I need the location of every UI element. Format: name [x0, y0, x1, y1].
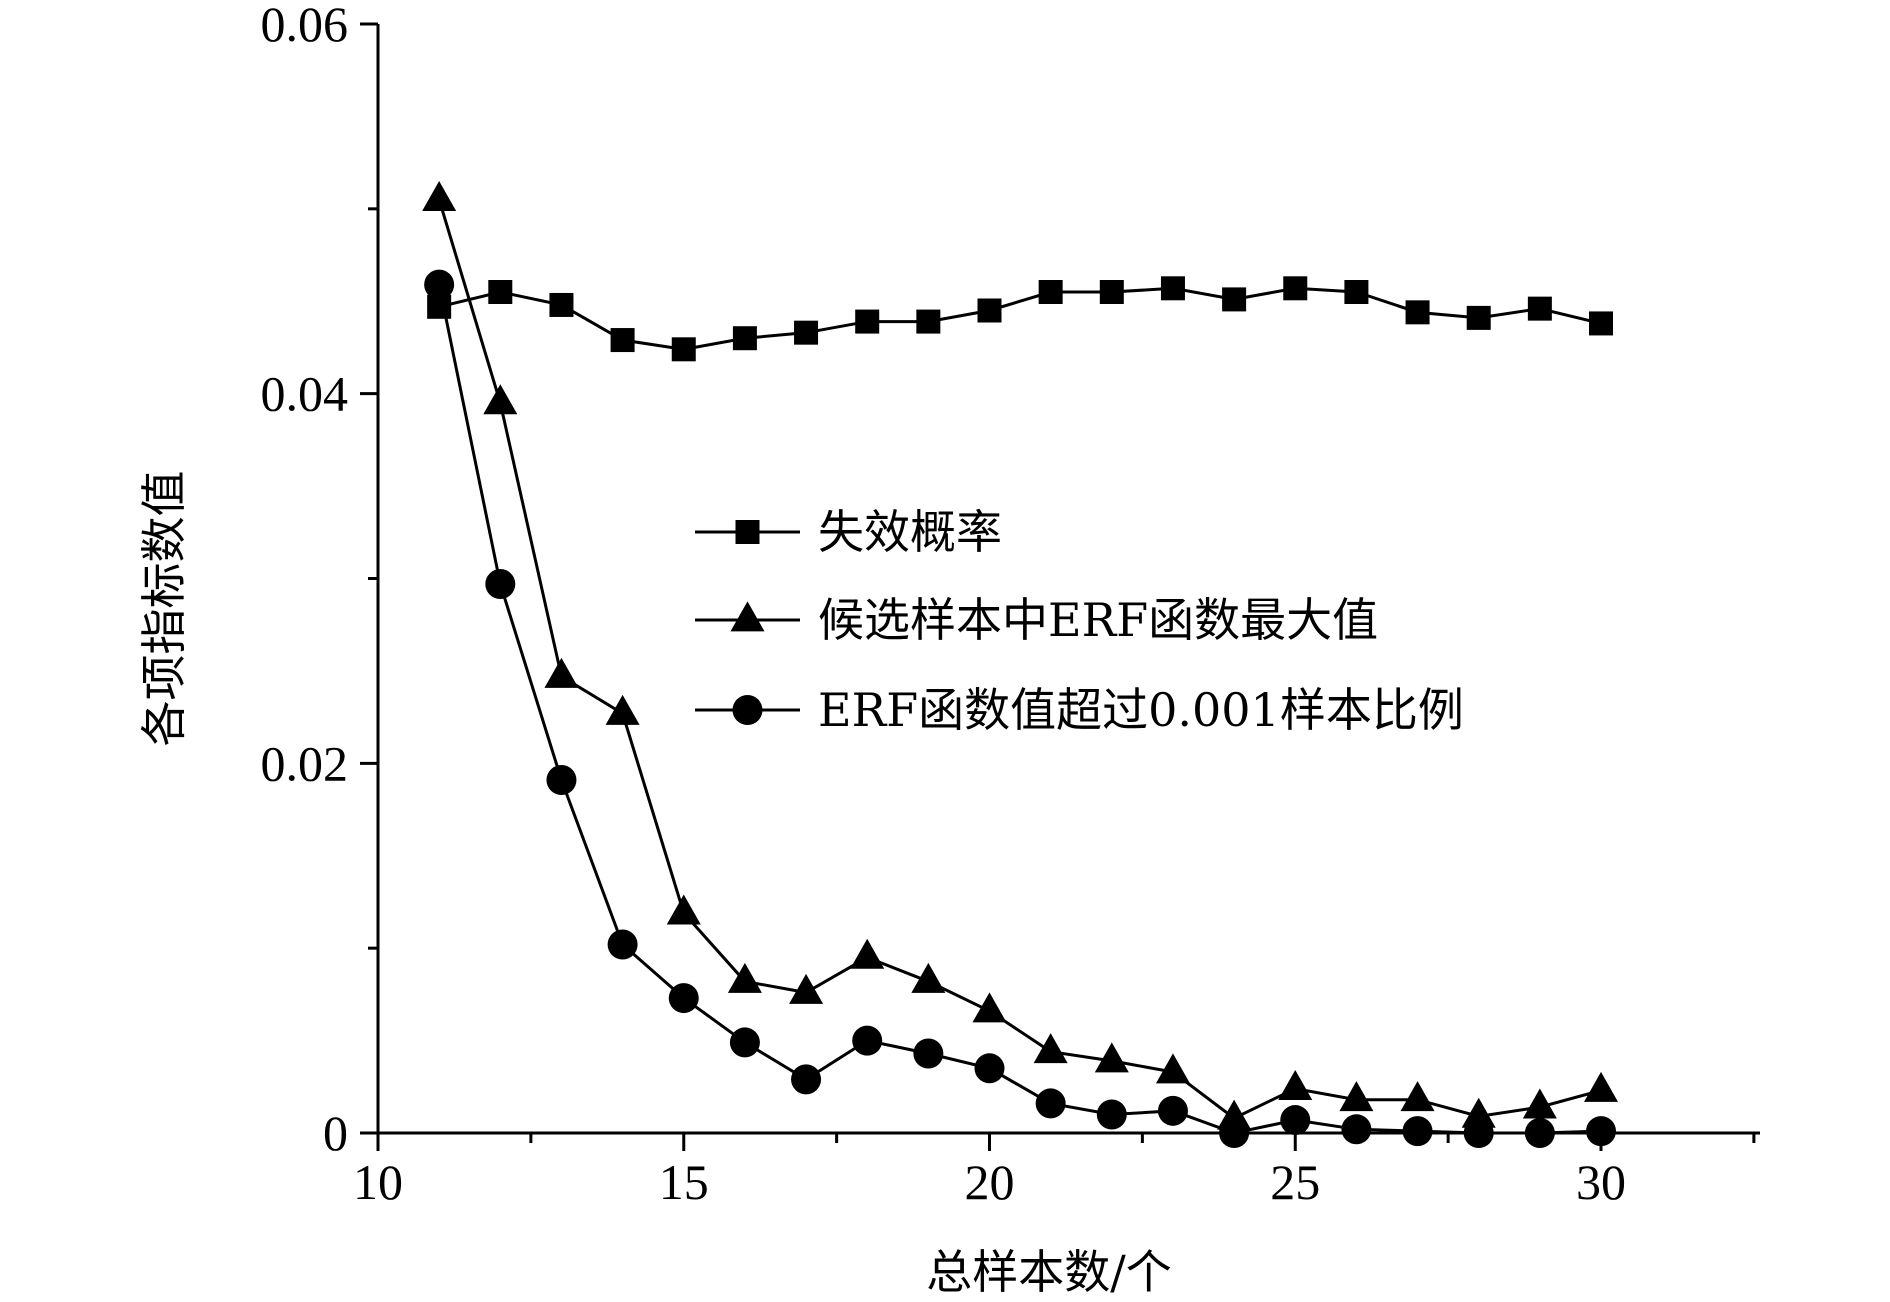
data-point-square [488, 280, 513, 305]
data-point-triangle [422, 180, 457, 211]
data-point-square [1099, 280, 1124, 305]
axes-layer: 10 15 20 25 30 0 0.02 0.04 0.06 总样本数/个 各项指标数值 [137, 0, 1760, 1299]
x-axis-title: 总样本数/个 [926, 1245, 1172, 1299]
legend-marker-square [735, 520, 760, 544]
legend-label: ERF函数值超过0.001样本比例 [818, 683, 1464, 737]
data-point-triangle [789, 973, 824, 1004]
data-point-circle [1402, 1116, 1433, 1147]
data-point-square [1160, 276, 1185, 301]
data-point-circle [1035, 1088, 1066, 1119]
data-point-triangle [1094, 1042, 1129, 1073]
data-point-triangle [1033, 1033, 1068, 1064]
data-point-circle [913, 1038, 944, 1069]
data-point-square [1466, 305, 1491, 330]
data-point-circle [1524, 1118, 1555, 1148]
series-triangle [422, 180, 1619, 1130]
series-circle [424, 269, 1617, 1148]
data-point-square [916, 309, 941, 334]
data-point-square [794, 320, 819, 345]
data-point-triangle [1461, 1097, 1496, 1128]
data-point-circle [424, 269, 455, 300]
data-point-circle [668, 983, 699, 1014]
y-axis-title: 各项指标数值 [137, 471, 191, 747]
data-point-triangle [1584, 1071, 1619, 1102]
x-tick-label: 10 [353, 1154, 403, 1210]
data-point-square [1589, 311, 1614, 336]
series-square [427, 276, 1614, 362]
data-point-circle [485, 569, 516, 600]
data-point-square [1222, 287, 1247, 312]
data-point-square [977, 298, 1002, 323]
x-tick-label: 15 [659, 1154, 709, 1210]
data-point-triangle [911, 962, 946, 993]
y-tick-label: 0 [323, 1105, 348, 1161]
x-tick-label: 25 [1270, 1154, 1320, 1210]
data-point-circle [1463, 1118, 1494, 1148]
data-point-triangle [1400, 1081, 1435, 1112]
data-point-triangle [1339, 1081, 1374, 1112]
data-point-triangle [544, 657, 579, 688]
data-point-square [855, 309, 880, 334]
data-point-triangle [972, 992, 1007, 1023]
y-tick-label: 0.02 [261, 735, 349, 791]
legend-item-triangle: 候选样本中ERF函数最大值 [695, 593, 1378, 647]
data-point-circle [546, 764, 577, 795]
data-point-square [671, 337, 696, 362]
series-layer [422, 180, 1619, 1148]
legend-label: 失效概率 [818, 505, 1002, 559]
data-point-circle [1341, 1114, 1372, 1145]
data-point-square [1344, 280, 1369, 305]
data-point-square [1527, 296, 1552, 321]
x-tick-label: 30 [1576, 1154, 1626, 1210]
data-point-circle [852, 1025, 883, 1056]
data-point-circle [607, 929, 638, 960]
data-point-circle [974, 1053, 1005, 1084]
data-point-circle [729, 1027, 760, 1058]
data-point-triangle [666, 894, 701, 925]
data-point-triangle [727, 962, 762, 993]
legend-marker-triangle [730, 601, 765, 632]
data-point-circle [1280, 1105, 1311, 1136]
data-point-circle [791, 1064, 822, 1095]
legend-item-circle: ERF函数值超过0.001样本比例 [695, 683, 1464, 737]
data-point-square [1283, 276, 1308, 301]
data-point-triangle [1522, 1088, 1557, 1119]
y-tick-label: 0.06 [261, 0, 349, 52]
data-point-triangle [1278, 1070, 1313, 1101]
data-point-triangle [605, 694, 640, 725]
data-point-circle [1157, 1095, 1188, 1126]
legend-item-square: 失效概率 [695, 505, 1002, 559]
data-point-triangle [1155, 1053, 1190, 1084]
data-point-square [1405, 300, 1430, 325]
data-point-circle [1096, 1099, 1127, 1130]
data-point-square [732, 326, 757, 351]
legend-label: 候选样本中ERF函数最大值 [818, 593, 1378, 647]
legend-marker-circle [732, 695, 763, 725]
data-point-square [1038, 280, 1063, 305]
data-point-circle [1586, 1116, 1617, 1147]
data-point-triangle [850, 938, 885, 969]
data-point-square [610, 328, 635, 353]
y-tick-label: 0.04 [261, 366, 349, 422]
x-tick-label: 20 [965, 1154, 1015, 1210]
data-point-square [549, 292, 574, 317]
data-point-triangle [483, 384, 518, 415]
data-point-circle [1219, 1118, 1250, 1148]
